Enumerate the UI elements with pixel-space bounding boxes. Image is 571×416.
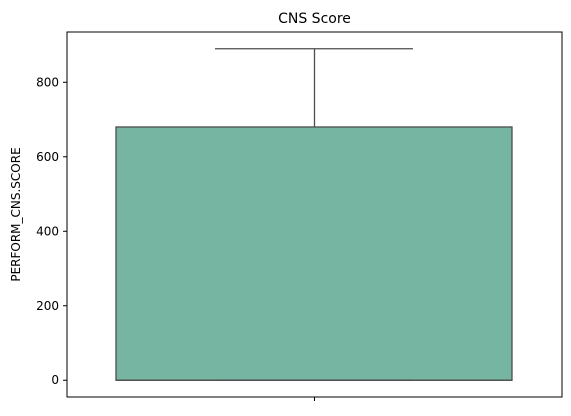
y-tick-label: 600 — [36, 150, 59, 164]
box-iqr — [115, 126, 513, 381]
y-tick-label: 400 — [36, 224, 59, 238]
y-axis-ticks: 0 200 400 600 800 — [36, 75, 67, 387]
plot-frame — [66, 31, 563, 398]
y-tick-label: 800 — [36, 75, 59, 89]
y-tick-label: 0 — [51, 373, 59, 387]
plot-marks — [115, 48, 513, 381]
chart-title: CNS Score — [278, 11, 351, 27]
y-axis-label: PERFORM_CNS.SCORE — [9, 147, 23, 281]
y-tick-label: 200 — [36, 299, 59, 313]
